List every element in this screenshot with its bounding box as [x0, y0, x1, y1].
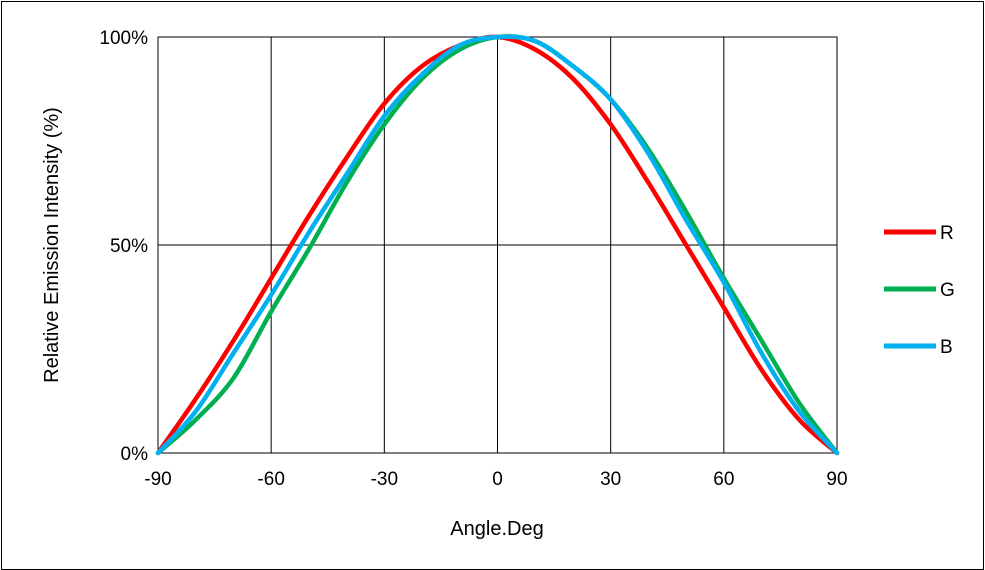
x-tick-label: 60 [713, 469, 734, 490]
y-tick-labels: 0% 50% 100% [99, 28, 148, 465]
x-tick-label: -90 [144, 469, 171, 490]
series-line-b [155, 34, 840, 456]
y-axis-label: Relative Emission Intensity (%) [41, 107, 63, 383]
x-tick-label: -60 [257, 469, 284, 490]
legend: R G B [884, 223, 955, 358]
x-tick-label: 0 [492, 469, 503, 490]
series-layer [155, 34, 840, 456]
x-tick-labels: -90 -60 -30 0 30 60 90 [144, 469, 847, 490]
x-tick-label: 90 [826, 469, 847, 490]
x-tick-label: 30 [600, 469, 621, 490]
y-tick-label: 0% [121, 444, 149, 465]
y-tick-label: 50% [110, 236, 148, 257]
legend-label-g: G [940, 280, 955, 301]
y-tick-label: 100% [99, 28, 148, 49]
legend-label-b: B [940, 337, 953, 358]
x-axis-label: Angle.Deg [450, 518, 543, 540]
x-tick-label: -30 [371, 469, 398, 490]
legend-label-r: R [940, 223, 954, 244]
